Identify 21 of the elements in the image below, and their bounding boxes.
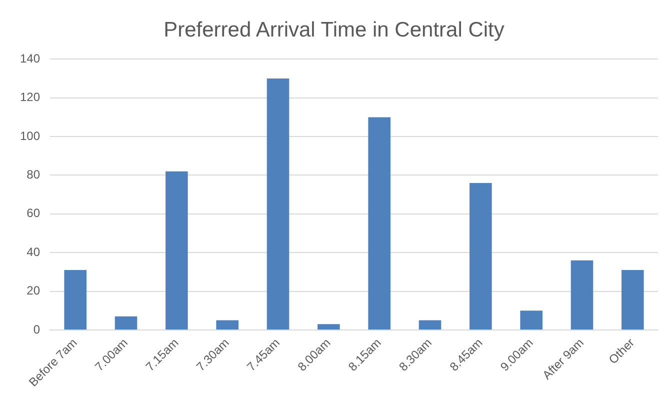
- bar: [570, 260, 594, 330]
- y-tick-label: 80: [26, 168, 40, 182]
- bar: [114, 316, 138, 330]
- bar: [216, 320, 238, 330]
- bar: [470, 182, 492, 330]
- y-tick-label: 60: [26, 206, 40, 220]
- bar: [318, 324, 340, 330]
- y-tick-label: 140: [20, 52, 40, 66]
- chart-title: Preferred Arrival Time in Central City: [164, 18, 505, 42]
- bar: [368, 117, 390, 330]
- y-tick-label: 120: [20, 90, 40, 104]
- y-tick-label: 20: [26, 284, 40, 298]
- bar: [622, 270, 644, 330]
- bar: [64, 270, 86, 330]
- bar: [418, 320, 442, 330]
- y-tick-label: 0: [33, 322, 40, 336]
- bar: [166, 171, 188, 330]
- bar: [520, 310, 542, 330]
- y-tick-label: 40: [26, 244, 40, 259]
- bar: [266, 78, 290, 330]
- y-tick-label: 100: [20, 128, 40, 143]
